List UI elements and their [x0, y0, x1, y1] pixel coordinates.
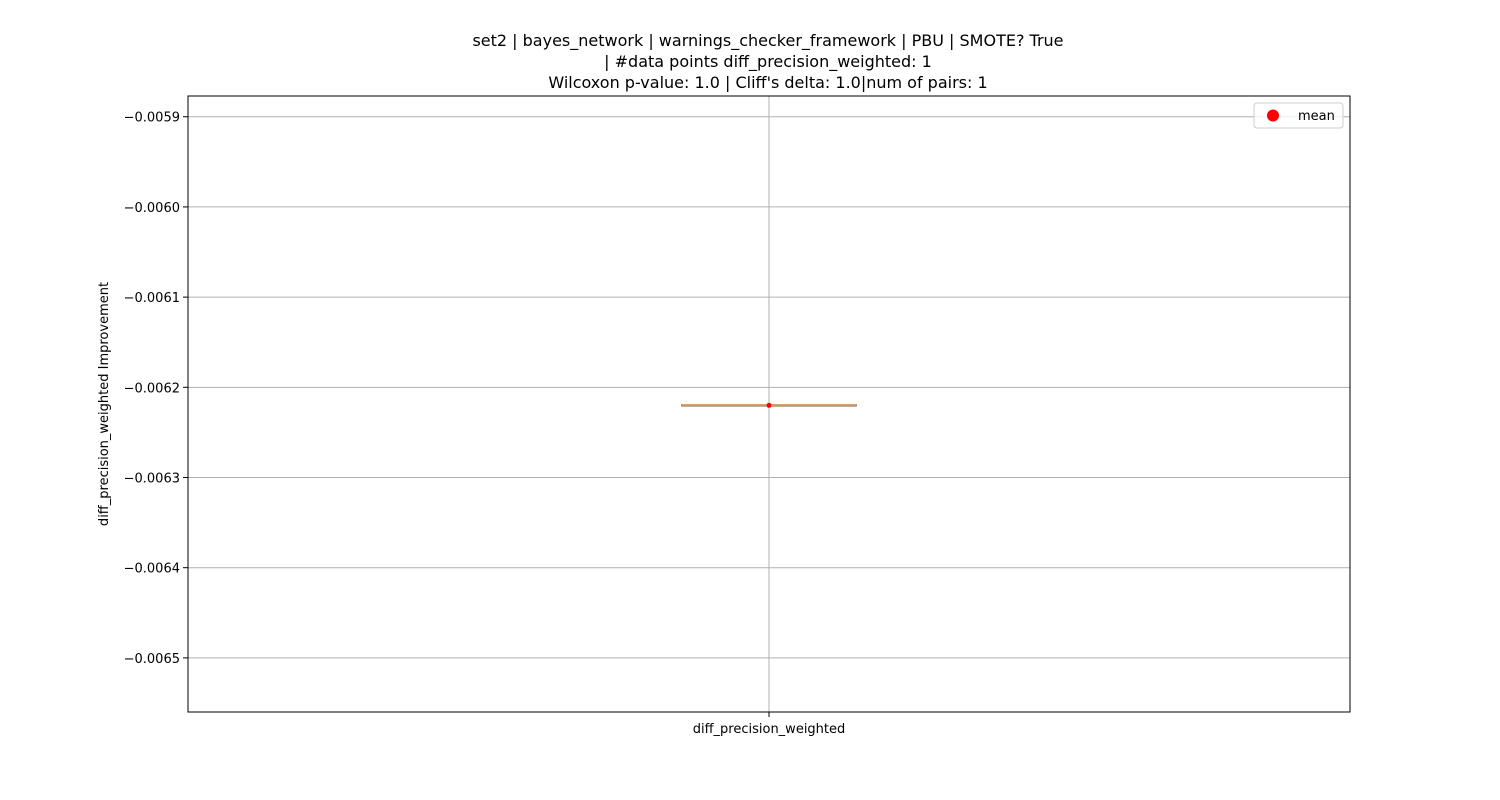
chart-title-line-2: | #data points diff_precision_weighted: … — [604, 52, 932, 72]
y-tick-label: −0.0061 — [124, 291, 180, 306]
y-tick-label: −0.0059 — [124, 111, 180, 126]
y-tick-label: −0.0062 — [124, 381, 180, 396]
mean-marker — [766, 402, 772, 408]
y-tick-label: −0.0060 — [124, 201, 180, 216]
axes: −0.0059 −0.0060 −0.0061 −0.0062 −0.0063 −0.00… — [124, 111, 846, 737]
chart-title-line-3: Wilcoxon p-value: 1.0 | Cliff's delta: 1… — [548, 73, 987, 92]
grid-lines — [188, 96, 1350, 712]
y-axis-label: diff_precision_weighted Improvement — [97, 282, 112, 526]
chart-title-line-1: set2 | bayes_network | warnings_checker_… — [472, 31, 1063, 51]
legend-mean-marker — [1267, 109, 1279, 122]
y-tick-label: −0.0065 — [124, 652, 180, 667]
x-tick-label: diff_precision_weighted — [693, 722, 846, 737]
box-plot-marks — [681, 402, 857, 408]
y-tick-label: −0.0064 — [124, 562, 180, 577]
chart-title: set2 | bayes_network | warnings_checker_… — [472, 31, 1063, 92]
y-tick-label: −0.0063 — [124, 472, 180, 487]
legend-entry-mean: mean — [1298, 109, 1335, 124]
legend: mean — [1253, 102, 1344, 129]
legend-box — [1253, 102, 1344, 129]
